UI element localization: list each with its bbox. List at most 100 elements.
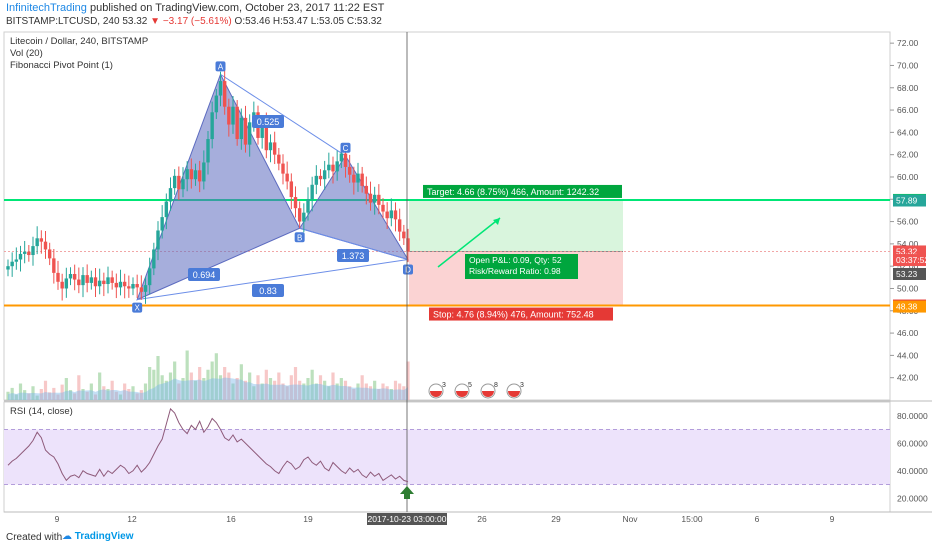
candle-body — [22, 251, 27, 254]
volume-bar — [323, 380, 327, 400]
volume-bar — [281, 383, 285, 400]
candle-body — [143, 285, 148, 292]
stop-label: Stop: 4.76 (8.94%) 476, Amount: 752.48 — [429, 307, 613, 321]
candle-body — [64, 278, 69, 289]
candle-body — [289, 181, 294, 198]
event-icon: 3 — [506, 382, 524, 399]
volume-bar — [373, 380, 377, 400]
candle-body — [310, 184, 314, 200]
price-change-value: −3.17 (−5.61%) — [162, 16, 232, 27]
volume-bar — [389, 389, 393, 400]
cloud-icon: ☁ — [62, 531, 72, 542]
candle — [47, 242, 52, 266]
candle — [89, 270, 94, 290]
candle — [77, 267, 81, 294]
volume-bar — [89, 383, 93, 400]
stop-label-bg — [429, 307, 613, 321]
candle — [381, 198, 385, 219]
flag-icon — [430, 391, 442, 397]
candle-body — [281, 163, 285, 174]
candle-body — [14, 259, 19, 262]
candle-body — [206, 139, 210, 163]
candle-body — [185, 169, 189, 180]
candle-body — [368, 193, 373, 203]
candle-body — [10, 261, 14, 267]
volume-bar — [177, 383, 181, 400]
published-text: published on TradingView.com, October 23… — [86, 2, 385, 14]
candle-body — [318, 175, 323, 180]
candle-body — [189, 169, 194, 180]
candle-body — [360, 173, 364, 186]
candle-body — [118, 281, 123, 288]
candle-body — [331, 164, 335, 172]
candle-body — [39, 238, 44, 242]
volume-bar — [231, 383, 235, 400]
candle-body — [181, 179, 185, 190]
volume-bar — [85, 391, 89, 400]
pattern-ratio-badge — [188, 268, 220, 281]
candle-body — [381, 204, 385, 212]
candle-body — [164, 201, 169, 218]
candle-body — [131, 284, 135, 289]
price-axis-label-bg — [893, 267, 926, 280]
event-count: 8 — [494, 382, 498, 389]
footer-brand[interactable]: ☁ TradingView — [62, 531, 134, 542]
volume-bar — [402, 386, 406, 400]
volume-bar — [368, 386, 373, 400]
volume-bar — [148, 367, 152, 400]
pattern-xd-line — [137, 258, 409, 301]
time-tick-label: 12 — [127, 514, 137, 524]
time-tick-label: 9 — [55, 514, 60, 524]
candle — [372, 186, 377, 215]
candle — [289, 173, 294, 210]
candle-body — [68, 273, 73, 279]
flag-icon — [482, 391, 494, 397]
price-tick-label: 52.00 — [897, 261, 919, 271]
publisher-name[interactable]: InfinitechTrading — [6, 2, 87, 14]
candle — [10, 252, 14, 277]
volume-bar — [23, 390, 27, 400]
legend-title: Litecoin / Dollar, 240, BITSTAMP — [10, 36, 149, 47]
candle — [360, 166, 364, 193]
candle-body — [402, 231, 406, 239]
volume-bar — [406, 361, 410, 400]
pattern-point-a: A — [215, 61, 226, 72]
candle-body — [327, 164, 331, 171]
price-axis-label: 48.38 — [893, 300, 926, 313]
price-tick-label: 70.00 — [897, 60, 919, 70]
candle — [306, 187, 310, 221]
volume-bar — [210, 361, 214, 400]
price-tick-label: 54.00 — [897, 239, 919, 249]
candle-body — [35, 238, 39, 247]
candle-body — [306, 199, 310, 213]
candle-body — [52, 258, 56, 273]
volume-bar — [239, 364, 243, 400]
time-tick-label: 29 — [551, 514, 561, 524]
volume-bar — [327, 386, 331, 400]
candle-body — [297, 208, 302, 222]
candle — [52, 249, 56, 284]
candle-body — [102, 280, 106, 285]
price-axis-label-text: 03:37:52 — [896, 255, 929, 265]
candle-body — [202, 162, 206, 182]
volume-bar — [202, 378, 206, 400]
volume-bar — [393, 380, 398, 400]
candle-body — [372, 194, 377, 203]
candle — [356, 162, 360, 192]
volume-bar — [139, 390, 143, 400]
volume-bar — [356, 383, 360, 400]
cursor-time-text: 2017-10-23 03:00:00 — [368, 514, 447, 524]
candle — [310, 176, 314, 212]
candle — [322, 160, 327, 190]
candle — [193, 163, 198, 186]
candle — [181, 167, 185, 198]
pattern-point-label: A — [218, 62, 224, 71]
candle-body — [264, 124, 269, 151]
symbol-line: BITSTAMP:LTCUSD, 240 53.32 ▼ −3.17 (−5.6… — [6, 16, 382, 27]
candle — [39, 230, 44, 254]
volume-bar — [331, 372, 335, 400]
candle — [227, 98, 231, 137]
candle — [22, 240, 27, 264]
candle — [18, 245, 23, 272]
